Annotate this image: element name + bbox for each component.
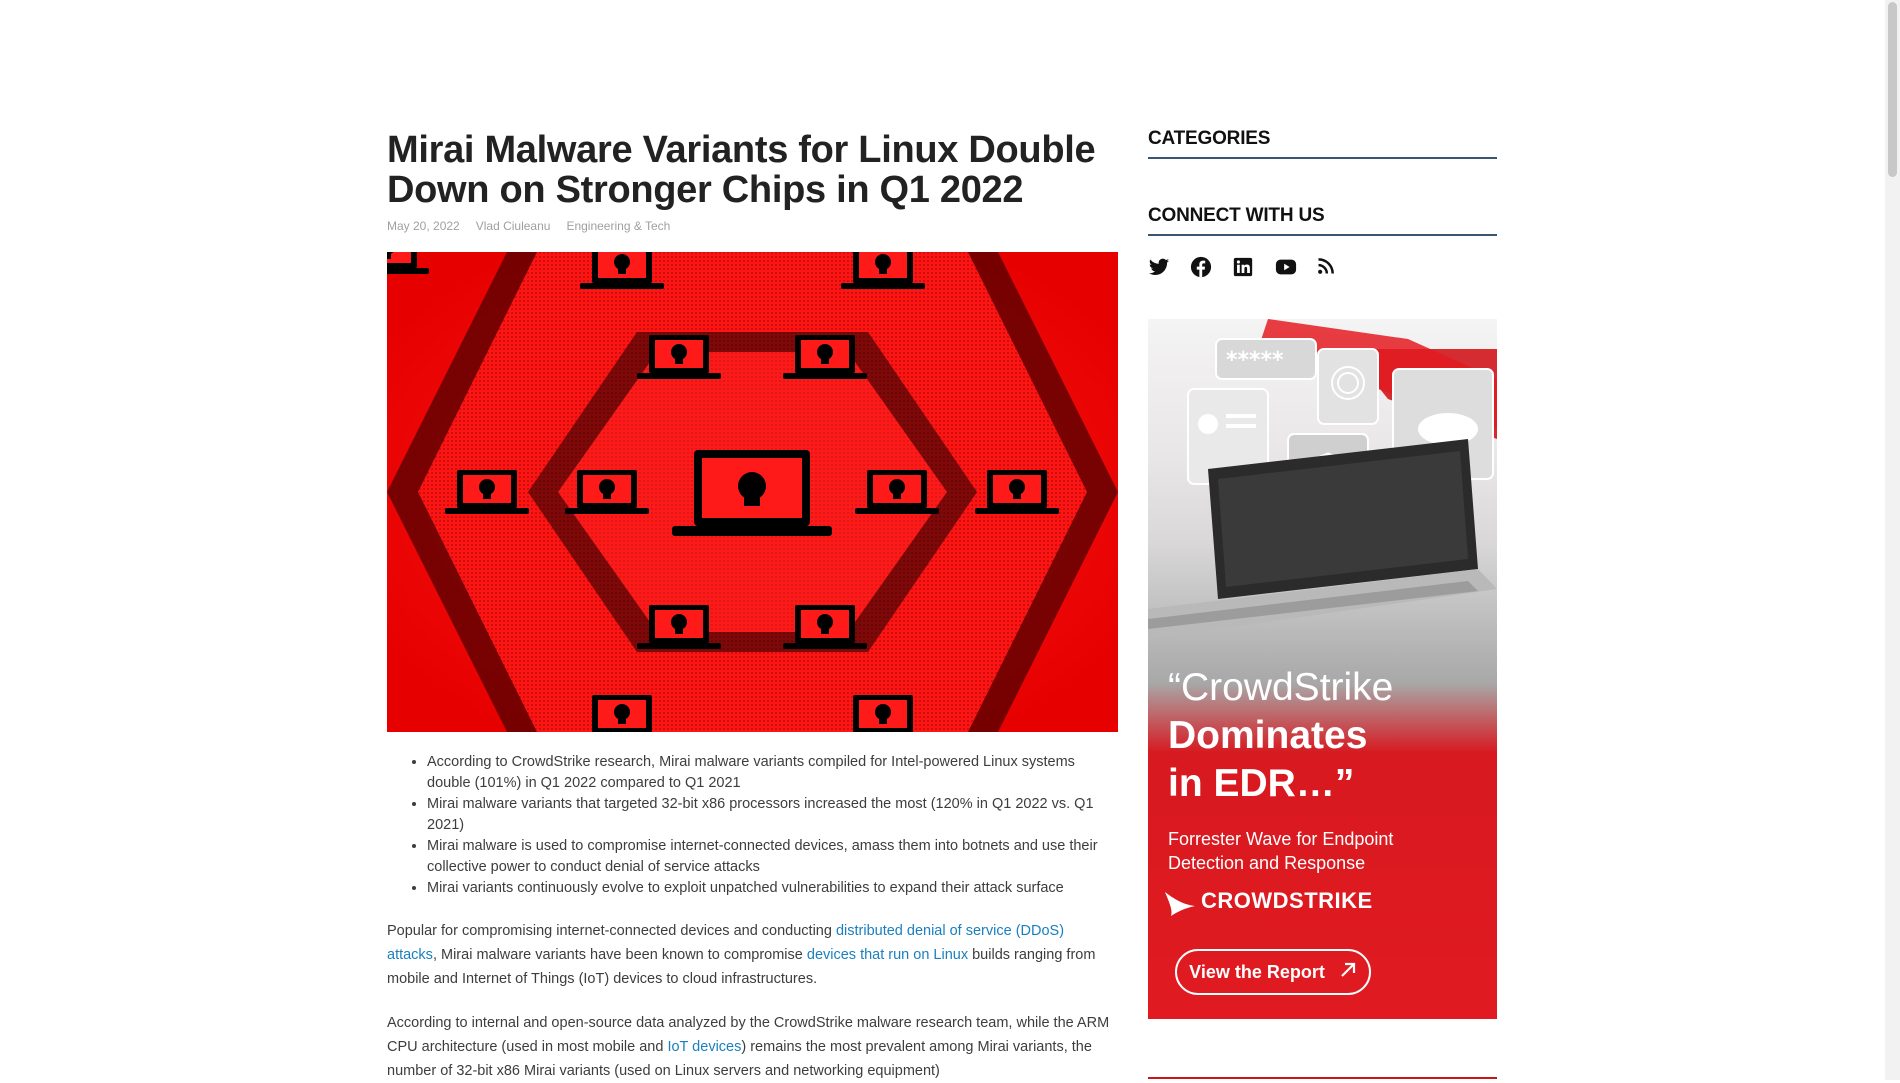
sidebar-divider xyxy=(1148,1077,1497,1079)
connect-title: CONNECT WITH US xyxy=(1148,205,1497,236)
sidebar: CATEGORIES CONNECT WITH US xyxy=(1148,128,1497,1019)
list-item: Mirai malware variants that targeted 32-… xyxy=(427,794,1118,836)
article-meta: May 20, 2022 Vlad Ciuleanu Engineering &… xyxy=(387,219,1118,233)
ddos-attacks-link[interactable]: distributed denial of service (DDoS) att… xyxy=(387,923,1065,963)
facebook-icon[interactable] xyxy=(1190,256,1214,280)
iot-devices-link[interactable]: IoT devices xyxy=(667,1039,742,1055)
falcon-icon xyxy=(1165,892,1195,916)
list-item: According to CrowdStrike research, Mirai… xyxy=(427,752,1118,794)
twitter-icon[interactable] xyxy=(1148,256,1172,280)
logo-text: CROWDSTRIKE xyxy=(1201,888,1373,913)
text: builds ranging from mobile and Internet … xyxy=(387,947,1096,987)
text: ) remains the most prevalent among Mirai… xyxy=(387,1039,1092,1079)
crowdstrike-report-ad[interactable]: ***** “CrowdStrike Dominates xyxy=(1148,319,1497,1019)
ad-subtitle: Forrester Wave for Endpoint Detection an… xyxy=(1168,829,1394,873)
article-paragraph-2: According to internal and open-source da… xyxy=(387,1011,1118,1083)
social-links xyxy=(1148,256,1497,280)
categories-title: CATEGORIES xyxy=(1148,128,1497,159)
article-paragraph-1: Popular for compromising internet-connec… xyxy=(387,919,1118,991)
article-category-link[interactable]: Engineering & Tech xyxy=(566,219,671,233)
ad-quote-line: “CrowdStrike xyxy=(1168,666,1394,709)
button-label: View the Report xyxy=(1189,961,1325,982)
page-scrollbar[interactable] xyxy=(1885,0,1900,1080)
linux-devices-link[interactable]: devices that run on Linux xyxy=(806,947,969,963)
text: Popular for compromising internet-connec… xyxy=(387,923,836,939)
categories-widget: CATEGORIES xyxy=(1148,128,1497,159)
article-title: Mirai Malware Variants for Linux Double … xyxy=(387,129,1096,211)
ad-quote-line: in EDR…” xyxy=(1168,762,1355,805)
connect-widget: CONNECT WITH US xyxy=(1148,205,1497,280)
article-author-link[interactable]: Vlad Ciuleanu xyxy=(475,219,551,233)
text: , Mirai malware variants have been known… xyxy=(432,947,807,963)
password-mask: ***** xyxy=(1226,348,1284,373)
article: Mirai Malware Variants for Linux Double … xyxy=(387,130,1118,1083)
view-report-button[interactable]: View the Report xyxy=(1175,949,1371,995)
ad-quote: “CrowdStrike Dominates in EDR…” xyxy=(1168,664,1393,808)
crowdstrike-logo: CROWDSTRIKE xyxy=(1163,884,1373,918)
rss-icon[interactable] xyxy=(1316,256,1340,280)
list-item: Mirai malware is used to compromise inte… xyxy=(427,836,1118,878)
arrow-up-right-icon xyxy=(1339,961,1357,984)
article-date: May 20, 2022 xyxy=(387,219,460,233)
hero-image-malware-laptops xyxy=(387,252,1118,732)
text: According to internal and open-source da… xyxy=(387,1015,1110,1055)
youtube-icon[interactable] xyxy=(1274,256,1298,280)
article-key-points: According to CrowdStrike research, Mirai… xyxy=(387,752,1118,899)
scrollbar-thumb[interactable] xyxy=(1888,2,1897,177)
linkedin-icon[interactable] xyxy=(1232,256,1256,280)
list-item: Mirai variants continuously evolve to ex… xyxy=(427,878,1118,899)
ad-quote-line: Dominates xyxy=(1168,714,1368,757)
ad-illustration-laptop: ***** xyxy=(1148,319,1497,639)
